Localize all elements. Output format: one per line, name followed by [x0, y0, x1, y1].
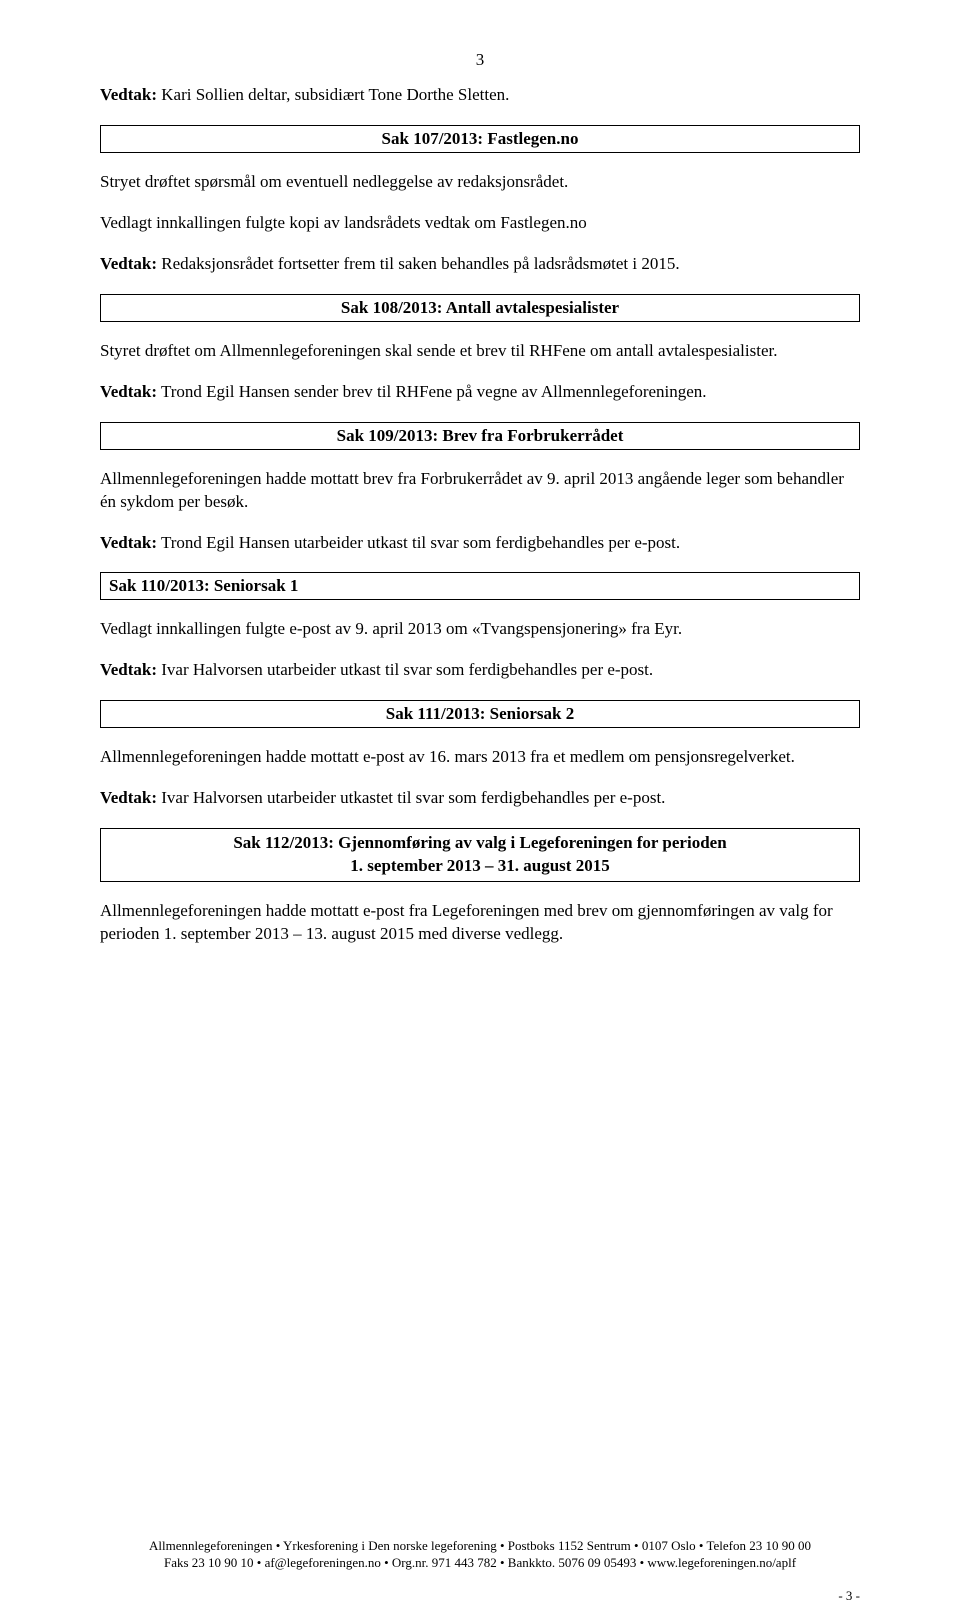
page-number-bottom: - 3 - — [838, 1588, 860, 1604]
section-box-110: Sak 110/2013: Seniorsak 1 — [100, 572, 860, 600]
paragraph: Stryet drøftet spørsmål om eventuell ned… — [100, 171, 860, 194]
footer: Allmennlegeforeningen • Yrkesforening i … — [100, 1537, 860, 1572]
vedtak-text: Redaksjonsrådet fortsetter frem til sake… — [157, 254, 680, 273]
section-title-110: Sak 110/2013: Seniorsak 1 — [109, 576, 298, 595]
section-box-107: Sak 107/2013: Fastlegen.no — [100, 125, 860, 153]
section-title-112-line1: Sak 112/2013: Gjennomføring av valg i Le… — [109, 832, 851, 855]
section-box-108: Sak 108/2013: Antall avtalespesialister — [100, 294, 860, 322]
section-box-109: Sak 109/2013: Brev fra Forbrukerrådet — [100, 422, 860, 450]
paragraph: Vedtak: Ivar Halvorsen utarbeider utkast… — [100, 659, 860, 682]
paragraph: Vedlagt innkallingen fulgte e-post av 9.… — [100, 618, 860, 641]
intro-paragraph: Vedtak: Kari Sollien deltar, subsidiært … — [100, 84, 860, 107]
footer-line-1: Allmennlegeforeningen • Yrkesforening i … — [100, 1537, 860, 1555]
paragraph: Allmennlegeforeningen hadde mottatt e-po… — [100, 746, 860, 769]
vedtak-text: Ivar Halvorsen utarbeider utkast til sva… — [157, 660, 653, 679]
vedtak-label: Vedtak: — [100, 254, 157, 273]
vedtak-label: Vedtak: — [100, 660, 157, 679]
page-number-top: 3 — [100, 50, 860, 70]
paragraph: Vedlagt innkallingen fulgte kopi av land… — [100, 212, 860, 235]
section-box-111: Sak 111/2013: Seniorsak 2 — [100, 700, 860, 728]
section-title-111: Sak 111/2013: Seniorsak 2 — [386, 704, 574, 723]
section-title-112-line2: 1. september 2013 – 31. august 2015 — [109, 855, 851, 878]
vedtak-label: Vedtak: — [100, 382, 157, 401]
section-title-108: Sak 108/2013: Antall avtalespesialister — [341, 298, 619, 317]
paragraph: Vedtak: Ivar Halvorsen utarbeider utkast… — [100, 787, 860, 810]
vedtak-text: Trond Egil Hansen sender brev til RHFene… — [157, 382, 707, 401]
paragraph: Styret drøftet om Allmennlegeforeningen … — [100, 340, 860, 363]
paragraph: Allmennlegeforeningen hadde mottatt brev… — [100, 468, 860, 514]
vedtak-label: Vedtak: — [100, 85, 157, 104]
paragraph: Vedtak: Trond Egil Hansen sender brev ti… — [100, 381, 860, 404]
vedtak-text: Ivar Halvorsen utarbeider utkastet til s… — [157, 788, 665, 807]
vedtak-text: Trond Egil Hansen utarbeider utkast til … — [157, 533, 680, 552]
section-box-112: Sak 112/2013: Gjennomføring av valg i Le… — [100, 828, 860, 882]
section-title-107: Sak 107/2013: Fastlegen.no — [382, 129, 579, 148]
vedtak-label: Vedtak: — [100, 788, 157, 807]
vedtak-label: Vedtak: — [100, 533, 157, 552]
footer-line-2: Faks 23 10 90 10 • af@legeforeningen.no … — [100, 1554, 860, 1572]
section-title-109: Sak 109/2013: Brev fra Forbrukerrådet — [337, 426, 624, 445]
paragraph: Vedtak: Trond Egil Hansen utarbeider utk… — [100, 532, 860, 555]
intro-text: Kari Sollien deltar, subsidiært Tone Dor… — [157, 85, 509, 104]
paragraph: Allmennlegeforeningen hadde mottatt e-po… — [100, 900, 860, 946]
paragraph: Vedtak: Redaksjonsrådet fortsetter frem … — [100, 253, 860, 276]
